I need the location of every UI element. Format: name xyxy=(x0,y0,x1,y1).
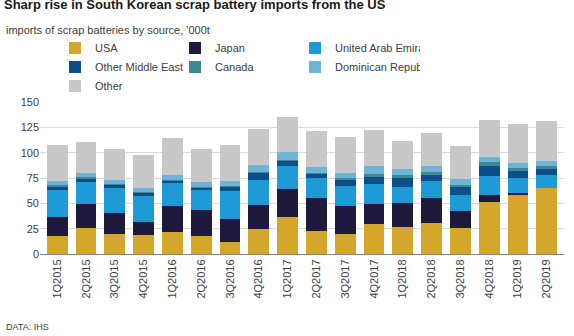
svg-text:125: 125 xyxy=(21,121,39,133)
svg-text:100: 100 xyxy=(21,147,39,159)
svg-text:2Q2019: 2Q2019 xyxy=(540,259,552,298)
svg-text:4Q2017: 4Q2017 xyxy=(368,259,380,298)
svg-text:Canada: Canada xyxy=(215,61,254,73)
svg-text:USA: USA xyxy=(95,42,118,54)
svg-text:150: 150 xyxy=(21,96,39,108)
svg-text:Sharp rise in South Korean scr: Sharp rise in South Korean scrap battery… xyxy=(4,0,386,12)
svg-text:3Q2017: 3Q2017 xyxy=(339,259,351,298)
svg-text:2Q2018: 2Q2018 xyxy=(425,259,437,298)
svg-text:4Q2016: 4Q2016 xyxy=(252,259,264,298)
svg-text:3Q2015: 3Q2015 xyxy=(108,259,120,298)
svg-text:1Q2016: 1Q2016 xyxy=(166,259,178,298)
svg-text:Other: Other xyxy=(95,80,123,92)
svg-text:2Q2016: 2Q2016 xyxy=(195,259,207,298)
svg-text:DATA: IHS: DATA: IHS xyxy=(6,322,49,332)
svg-text:50: 50 xyxy=(27,197,39,209)
svg-text:2Q2017: 2Q2017 xyxy=(310,259,322,298)
svg-text:Dominican Republic: Dominican Republic xyxy=(335,61,420,73)
svg-text:3Q2016: 3Q2016 xyxy=(224,259,236,298)
svg-text:1Q2019: 1Q2019 xyxy=(512,259,524,298)
svg-text:1Q2017: 1Q2017 xyxy=(281,259,293,298)
svg-text:Japan: Japan xyxy=(215,42,245,54)
svg-text:0: 0 xyxy=(33,248,39,260)
svg-text:4Q2018: 4Q2018 xyxy=(483,259,495,298)
svg-text:Other Middle East: Other Middle East xyxy=(95,61,183,73)
svg-text:imports of scrap batteries by: imports of scrap batteries by source, '0… xyxy=(6,24,210,36)
svg-text:2Q2015: 2Q2015 xyxy=(80,259,92,298)
svg-text:25: 25 xyxy=(27,223,39,235)
svg-text:4Q2015: 4Q2015 xyxy=(137,259,149,298)
svg-text:United Arab Emirates: United Arab Emirates xyxy=(335,42,420,54)
svg-text:75: 75 xyxy=(27,172,39,184)
svg-text:1Q2015: 1Q2015 xyxy=(51,259,63,298)
svg-text:3Q2018: 3Q2018 xyxy=(454,259,466,298)
svg-text:1Q2018: 1Q2018 xyxy=(396,259,408,298)
